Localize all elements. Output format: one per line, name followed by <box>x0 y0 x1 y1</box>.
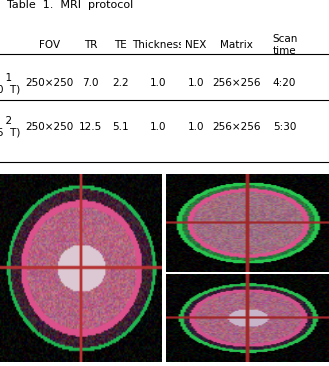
Text: Table  1.  MRI  protocol: Table 1. MRI protocol <box>7 0 133 10</box>
